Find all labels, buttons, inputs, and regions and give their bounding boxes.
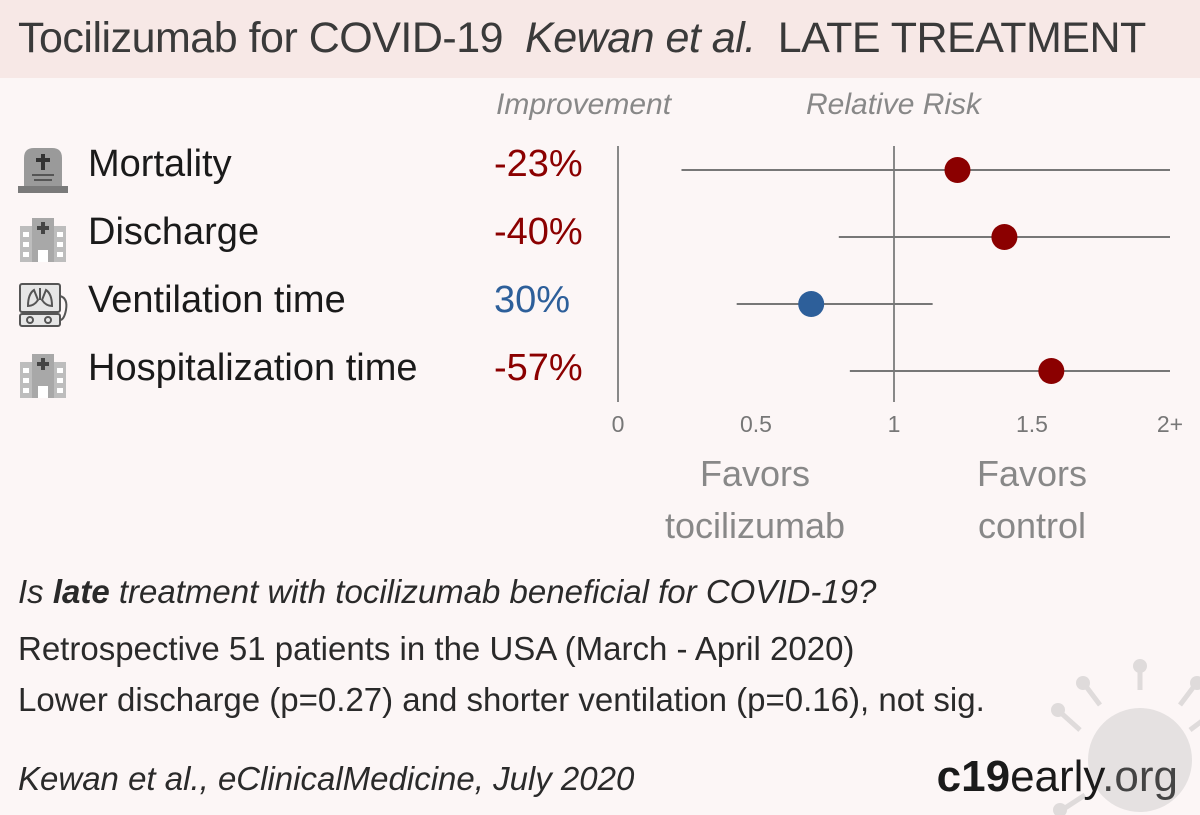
question-text-post: treatment with tocilizumab beneficial fo… [109, 573, 877, 610]
relative-risk-column-header: Relative Risk [806, 88, 982, 121]
point-estimate [991, 224, 1018, 250]
x-tick-label: 1.5 [1016, 411, 1048, 437]
study-design: Retrospective 51 patients in the USA (Ma… [18, 630, 855, 667]
study-question: Is late treatment with tocilizumab benef… [18, 573, 876, 611]
drug-title: Tocilizumab for COVID-19 [18, 14, 504, 62]
forest-plot: 0 0.5 1 1.5 2+ [612, 146, 1183, 437]
brand-logo[interactable]: c19early.org [937, 752, 1178, 802]
ventilator-icon [19, 283, 68, 327]
virus-icon [1051, 659, 1200, 815]
question-text-bold: late [52, 573, 110, 610]
page-title: Tocilizumab for COVID-19 Kewan et al. LATE… [18, 14, 1146, 63]
point-estimate [798, 291, 825, 317]
improvement-column-header: Improvement [496, 88, 672, 121]
brand-part-2: early [1010, 752, 1103, 801]
outcome-label: Mortality [88, 143, 232, 185]
hospital-icon [20, 218, 66, 262]
question-text-pre: Is [18, 573, 53, 610]
outcome-label: Discharge [88, 211, 260, 253]
x-tick-label: 0 [612, 411, 625, 437]
outcome-improvement: -40% [494, 211, 583, 253]
header-bar: Tocilizumab for COVID-19 Kewan et al. LATE… [0, 0, 1200, 78]
outcome-improvement: -23% [494, 143, 583, 185]
x-tick-label: 1 [888, 411, 901, 437]
favors-control-label: Favors control [976, 453, 1088, 546]
outcome-improvement: 30% [494, 279, 571, 321]
x-tick-label: 2+ [1157, 411, 1183, 437]
outcome-label: Ventilation time [88, 279, 346, 321]
hospital-icon [20, 354, 66, 398]
x-tick-label: 0.5 [740, 411, 772, 437]
treatment-stage: LATE TREATMENT [777, 14, 1147, 62]
point-estimate [944, 157, 971, 183]
study-result: Lower discharge (p=0.27) and shorter ven… [18, 681, 985, 718]
brand-part-3: .org [1102, 752, 1178, 801]
study-authors: Kewan et al. [525, 14, 756, 62]
tombstone-icon [18, 148, 68, 193]
favors-treatment-label: Favors tocilizumab [664, 453, 846, 546]
citation: Kewan et al., eClinicalMedicine, July 20… [18, 760, 635, 797]
point-estimate [1038, 358, 1065, 384]
brand-part-1: c19 [936, 752, 1011, 801]
outcome-label: Hospitalization time [88, 347, 418, 389]
outcome-improvement: -57% [494, 347, 583, 389]
